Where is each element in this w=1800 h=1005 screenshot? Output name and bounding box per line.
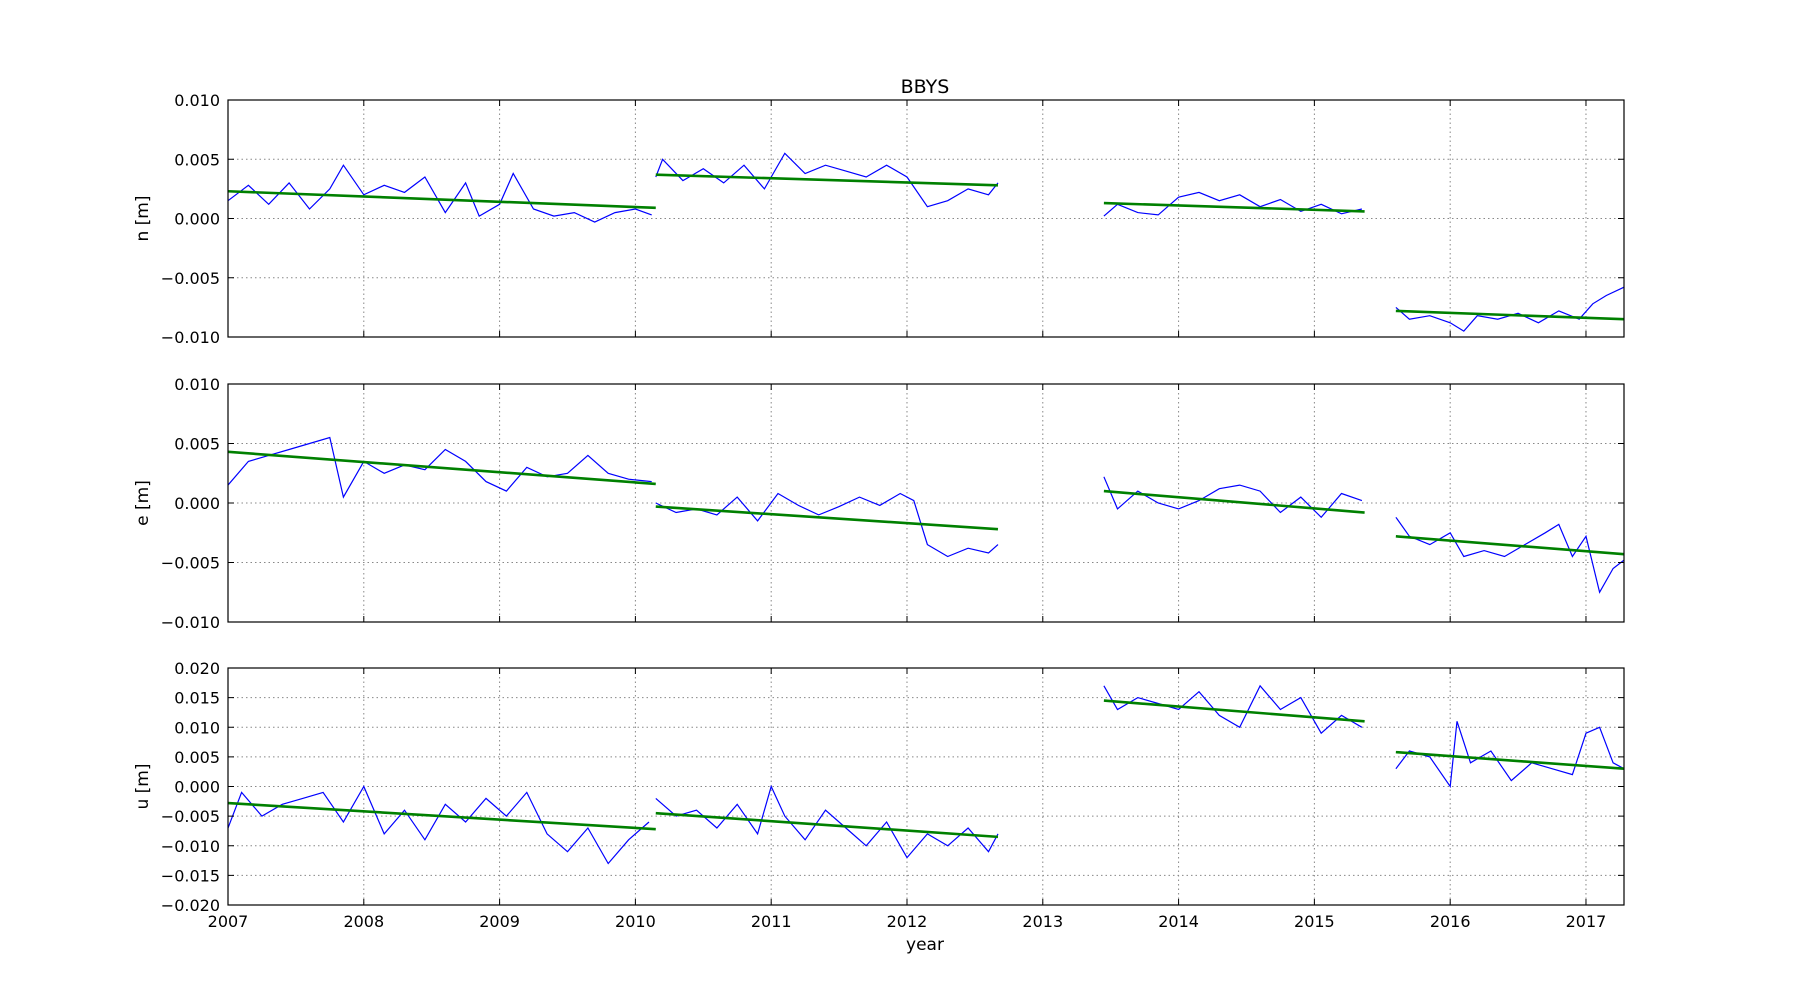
y-tick-label: −0.005 bbox=[161, 807, 220, 826]
data-series-line bbox=[228, 164, 652, 223]
data-series-line bbox=[1395, 286, 1624, 332]
panel-1: 0.010 0.005 0.000 −0.005 −0.010 n [m] bbox=[133, 91, 1625, 347]
y-tick-label: −0.010 bbox=[161, 837, 220, 856]
x-tick-label: 2016 bbox=[1430, 912, 1471, 931]
x-tick-label: 2010 bbox=[615, 912, 656, 931]
trend-line bbox=[228, 189, 656, 210]
trend-line bbox=[1103, 201, 1365, 213]
trend-line bbox=[1395, 309, 1624, 321]
data-series-line bbox=[1103, 476, 1363, 519]
x-tick-label: 2007 bbox=[208, 912, 249, 931]
y-tick-label: −0.010 bbox=[161, 328, 220, 347]
y-tick-label: 0.005 bbox=[174, 748, 220, 767]
x-tick-label: 2011 bbox=[751, 912, 792, 931]
y-tick-label: −0.005 bbox=[161, 269, 220, 288]
trend-line bbox=[228, 450, 656, 486]
y-tick-label: −0.010 bbox=[161, 613, 220, 632]
x-tick-label: 2013 bbox=[1022, 912, 1063, 931]
y-tick-label: 0.010 bbox=[174, 91, 220, 110]
trend-line bbox=[228, 801, 656, 831]
data-series-line bbox=[655, 784, 999, 859]
data-series-line bbox=[1395, 721, 1624, 789]
data-series-line bbox=[228, 436, 652, 499]
data-series-line bbox=[1103, 684, 1363, 735]
panel-3: 2007 2008 2009 2010 2011 2012 2013 2014 2015 2016… bbox=[133, 659, 1625, 931]
y-tick-label: 0.000 bbox=[174, 494, 220, 513]
trend-line bbox=[655, 173, 999, 187]
trend-line bbox=[1395, 535, 1624, 556]
y-tick-label: 0.000 bbox=[174, 210, 220, 229]
y-axis-label: n [m] bbox=[133, 195, 153, 241]
data-series-line bbox=[228, 785, 650, 865]
data-series-line bbox=[1395, 516, 1624, 594]
data-series-line bbox=[1103, 191, 1363, 217]
trend-line bbox=[655, 505, 999, 531]
y-tick-label: 0.020 bbox=[174, 659, 220, 678]
trend-line bbox=[1103, 489, 1365, 514]
y-tick-label: 0.010 bbox=[174, 718, 220, 737]
x-tick-label: 2008 bbox=[343, 912, 384, 931]
y-tick-label: 0.005 bbox=[174, 435, 220, 454]
trend-line bbox=[655, 811, 999, 839]
y-tick-label: −0.020 bbox=[161, 896, 220, 915]
trend-line bbox=[1103, 699, 1365, 723]
panel-2: 0.010 0.005 0.000 −0.005 −0.010 e [m] bbox=[133, 375, 1625, 632]
y-tick-label: 0.005 bbox=[174, 150, 220, 169]
trend-line bbox=[1395, 750, 1624, 771]
x-axis-label: year bbox=[906, 935, 944, 955]
x-tick-label: 2012 bbox=[887, 912, 928, 931]
chart-title: BBYS bbox=[901, 76, 950, 98]
y-tick-label: 0.015 bbox=[174, 689, 220, 708]
x-tick-label: 2015 bbox=[1294, 912, 1335, 931]
x-tick-label: 2017 bbox=[1566, 912, 1607, 931]
x-tick-label: 2009 bbox=[479, 912, 520, 931]
y-axis-label: e [m] bbox=[133, 480, 153, 526]
y-axis-label: u [m] bbox=[133, 763, 153, 809]
data-series-line bbox=[655, 492, 999, 558]
x-tick-label: 2014 bbox=[1158, 912, 1199, 931]
y-tick-label: −0.005 bbox=[161, 554, 220, 573]
data-series-line bbox=[655, 152, 999, 208]
y-tick-label: 0.000 bbox=[174, 778, 220, 797]
y-tick-label: −0.015 bbox=[161, 866, 220, 885]
y-tick-label: 0.010 bbox=[174, 375, 220, 394]
